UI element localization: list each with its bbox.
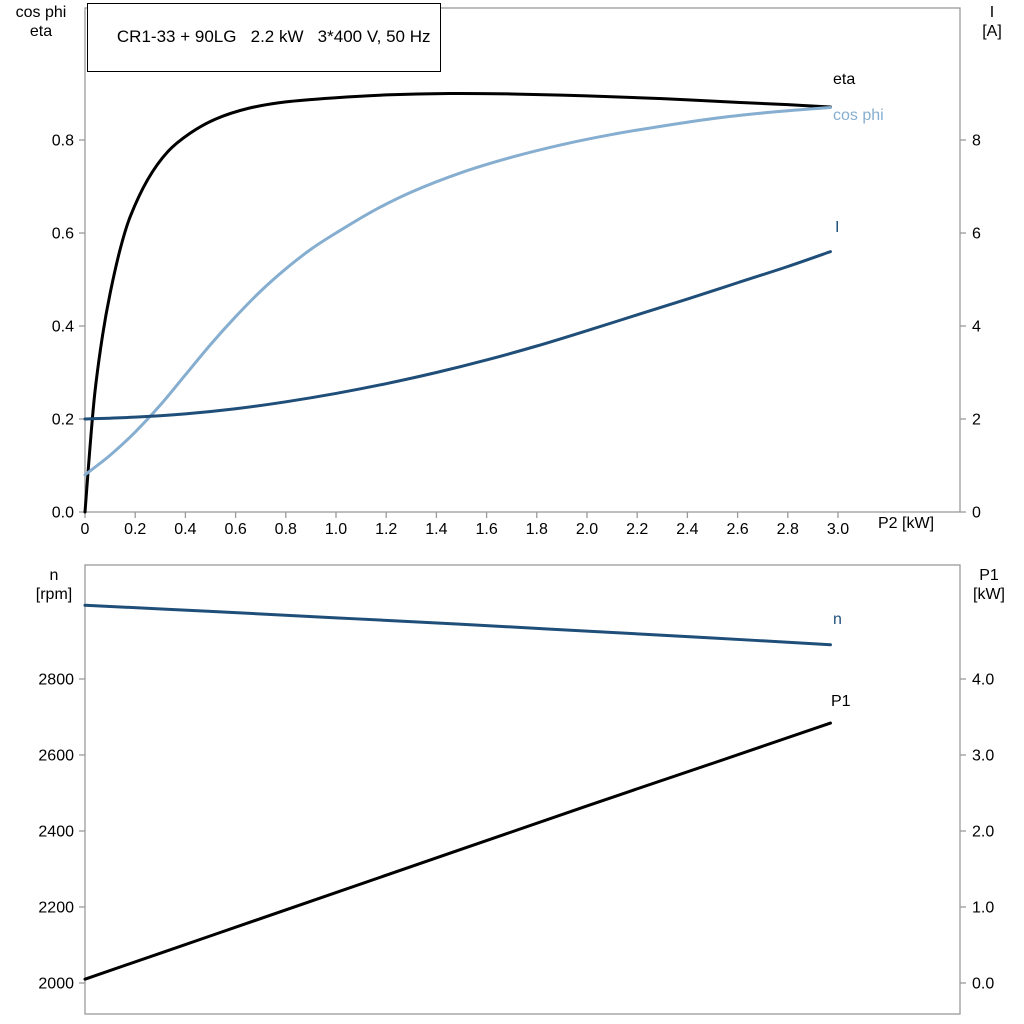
axis-label-current: I	[989, 4, 995, 21]
right-tick-label: 0	[972, 505, 981, 522]
series-eta	[83, 91, 832, 514]
chart-title-box: CR1-33 + 90LG 2.2 kW 3*400 V, 50 Hz	[87, 3, 442, 72]
top-right-axis-label: I [A]	[966, 3, 1018, 41]
curve-label-p1: P1	[831, 693, 851, 710]
speed-power-chart: 2000 2200 2400 2600 2800 0.0 1.0 2.0 3.0 4.0	[38, 564, 994, 1015]
series-power-P1	[83, 721, 832, 981]
left-tick-label: 2800	[38, 671, 74, 688]
left-tick-label: 0.8	[52, 133, 74, 150]
bottom-tick-label: 0.2	[124, 521, 146, 538]
axis-label-eta: eta	[29, 23, 53, 40]
bottom-tick-label: 1.8	[526, 521, 548, 538]
top-left-axis-label: cos phi eta	[4, 3, 78, 41]
bottom-tick-label: 1.6	[475, 521, 497, 538]
series-current-I	[83, 250, 832, 421]
axis-label-speed: n	[49, 567, 59, 584]
left-tick-label: 0.6	[52, 226, 74, 243]
right-tick-label: 0.0	[972, 975, 994, 992]
bottom-tick-label: 0	[81, 521, 90, 538]
axis-label-current-unit: [A]	[982, 23, 1002, 40]
right-tick-label: 3.0	[972, 747, 994, 764]
motor-efficiency-chart: 0.0 0.2 0.4 0.6 0.8 0 2 4 6 8 0 0.2 0.4 0.6 0.8 1.0 1.2 1…	[52, 7, 981, 538]
bottom-tick-label: 2.0	[576, 521, 598, 538]
right-tick-label: 2.0	[972, 823, 994, 840]
bottom-tick-label: 2.4	[676, 521, 698, 538]
right-tick-label: 8	[972, 133, 981, 150]
curve-label-cos-phi: cos phi	[833, 107, 884, 124]
bottom-tick-label: 2.2	[626, 521, 648, 538]
bottom-left-axis-label: n [rpm]	[22, 566, 86, 604]
bottom-tick-label: 0.4	[174, 521, 196, 538]
axis-label-p1: P1	[979, 567, 999, 584]
axis-label-speed-unit: [rpm]	[35, 586, 73, 603]
right-tick-label: 6	[972, 226, 981, 243]
series-speed-n	[83, 603, 832, 647]
bottom-tick-label: 3.0	[827, 521, 849, 538]
left-tick-label: 2000	[38, 975, 74, 992]
bottom-tick-label: 1.4	[425, 521, 447, 538]
chart-title: CR1-33 + 90LG 2.2 kW 3*400 V, 50 Hz	[116, 27, 431, 46]
right-tick-label: 4	[972, 319, 981, 336]
curve-label-current: I	[835, 219, 840, 236]
series-cos-phi	[83, 105, 832, 477]
curve-label-eta: eta	[833, 71, 856, 88]
right-tick-label: 4.0	[972, 671, 994, 688]
left-tick-label: 2400	[38, 823, 74, 840]
left-tick-label: 2600	[38, 747, 74, 764]
bottom-right-axis-label: P1 [kW]	[960, 566, 1018, 604]
bottom-tick-label: 2.8	[777, 521, 799, 538]
curve-label-speed: n	[833, 611, 842, 628]
axis-label-p1-unit: [kW]	[973, 586, 1005, 603]
bottom-tick-label: 0.8	[275, 521, 297, 538]
speed-power-chart-plot-border	[84, 564, 961, 1015]
right-tick-label: 2	[972, 412, 981, 429]
bottom-tick-label: 0.6	[224, 521, 246, 538]
left-tick-label: 0.2	[52, 412, 74, 429]
bottom-tick-label: 1.0	[325, 521, 347, 538]
left-tick-label: 0.4	[52, 319, 74, 336]
left-tick-label: 2200	[38, 899, 74, 916]
axis-label-cos-phi: cos phi	[15, 4, 67, 21]
motor-efficiency-chart-plot-border	[84, 7, 961, 513]
bottom-tick-label: 2.6	[726, 521, 748, 538]
bottom-tick-label: 1.2	[375, 521, 397, 538]
left-tick-label: 0.0	[52, 505, 74, 522]
right-tick-label: 1.0	[972, 899, 994, 916]
x-axis-unit-label: P2 [kW]	[878, 515, 935, 532]
